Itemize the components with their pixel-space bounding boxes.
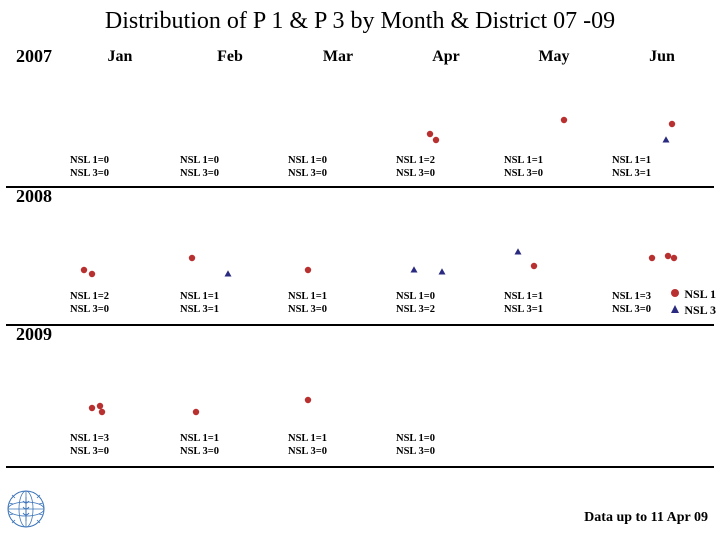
stat-nsl3: NSL 3=0 — [396, 445, 496, 458]
stats-cell: NSL 1=0NSL 3=0 — [288, 154, 388, 180]
stat-nsl1: NSL 1=0 — [70, 154, 170, 167]
stats-cell: NSL 1=2NSL 3=0 — [396, 154, 496, 180]
stat-nsl3: NSL 3=0 — [70, 167, 170, 180]
year-label: 2007 — [16, 46, 52, 67]
plot-cell — [70, 80, 170, 140]
plot-cell — [396, 80, 496, 140]
legend: NSL 1NSL 3 — [670, 286, 716, 318]
row-divider — [6, 324, 714, 326]
stats-cell: NSL 1=1NSL 3=1 — [612, 154, 712, 180]
stat-nsl1: NSL 1=1 — [288, 290, 388, 303]
stat-nsl1: NSL 1=1 — [180, 432, 280, 445]
stat-nsl3: NSL 3=0 — [70, 445, 170, 458]
data-cutoff-note: Data up to 11 Apr 09 — [584, 510, 708, 526]
stats-cell: NSL 1=0NSL 3=0 — [70, 154, 170, 180]
month-header: Jun — [612, 48, 712, 66]
stat-nsl1: NSL 1=1 — [504, 154, 604, 167]
plot-cell — [504, 80, 604, 140]
plot-cell — [180, 80, 280, 140]
row-divider — [6, 186, 714, 188]
stats-cell: NSL 1=0NSL 3=2 — [396, 290, 496, 316]
year-label: 2009 — [16, 324, 52, 345]
stats-cell: NSL 1=1NSL 3=1 — [504, 290, 604, 316]
plot-cell — [288, 216, 388, 276]
stat-nsl3: NSL 3=0 — [288, 303, 388, 316]
stat-nsl1: NSL 1=0 — [396, 290, 496, 303]
stat-nsl1: NSL 1=3 — [70, 432, 170, 445]
stats-cell: NSL 1=1NSL 3=0 — [180, 432, 280, 458]
stat-nsl1: NSL 1=1 — [504, 290, 604, 303]
legend-item: NSL 3 — [670, 302, 716, 318]
stats-cell: NSL 1=0NSL 3=0 — [396, 432, 496, 458]
plot-cell — [396, 216, 496, 276]
legend-label: NSL 1 — [684, 287, 716, 302]
triangle-icon — [670, 303, 680, 318]
stats-cell: NSL 1=1NSL 3=0 — [504, 154, 604, 180]
stat-nsl1: NSL 1=1 — [612, 154, 712, 167]
stats-cell: NSL 1=1NSL 3=1 — [180, 290, 280, 316]
stat-nsl3: NSL 3=0 — [180, 167, 280, 180]
plot-cell — [70, 358, 170, 418]
plot-cell — [180, 358, 280, 418]
stats-cell: NSL 1=2NSL 3=0 — [70, 290, 170, 316]
plot-cell — [288, 358, 388, 418]
stats-cell: NSL 1=3NSL 3=0 — [70, 432, 170, 458]
plot-cell — [180, 216, 280, 276]
stat-nsl3: NSL 3=1 — [504, 303, 604, 316]
stat-nsl3: NSL 3=1 — [612, 167, 712, 180]
stat-nsl1: NSL 1=0 — [288, 154, 388, 167]
stat-nsl1: NSL 1=0 — [180, 154, 280, 167]
stat-nsl1: NSL 1=2 — [70, 290, 170, 303]
month-header: May — [504, 48, 604, 66]
stats-cell: NSL 1=1NSL 3=0 — [288, 432, 388, 458]
circle-icon — [670, 287, 680, 302]
stat-nsl1: NSL 1=0 — [396, 432, 496, 445]
stat-nsl3: NSL 3=2 — [396, 303, 496, 316]
stat-nsl1: NSL 1=1 — [288, 432, 388, 445]
month-header: Jan — [70, 48, 170, 66]
plot-cell — [288, 80, 388, 140]
stat-nsl3: NSL 3=0 — [504, 167, 604, 180]
who-logo — [6, 489, 46, 534]
legend-item: NSL 1 — [670, 286, 716, 302]
stat-nsl3: NSL 3=1 — [180, 303, 280, 316]
legend-label: NSL 3 — [684, 303, 716, 318]
plot-cell — [504, 216, 604, 276]
plot-cell — [396, 358, 496, 418]
page-title: Distribution of P 1 & P 3 by Month & Dis… — [0, 0, 720, 35]
stats-cell: NSL 1=0NSL 3=0 — [180, 154, 280, 180]
month-header: Mar — [288, 48, 388, 66]
stats-cell: NSL 1=1NSL 3=0 — [288, 290, 388, 316]
stat-nsl3: NSL 3=0 — [396, 167, 496, 180]
plot-cell — [70, 216, 170, 276]
stat-nsl3: NSL 3=0 — [180, 445, 280, 458]
plot-cell — [612, 80, 712, 140]
stat-nsl3: NSL 3=0 — [70, 303, 170, 316]
stat-nsl1: NSL 1=1 — [180, 290, 280, 303]
month-header: Apr — [396, 48, 496, 66]
stat-nsl3: NSL 3=0 — [288, 167, 388, 180]
row-divider — [6, 466, 714, 468]
month-header: Feb — [180, 48, 280, 66]
stat-nsl3: NSL 3=0 — [288, 445, 388, 458]
year-label: 2008 — [16, 186, 52, 207]
plot-cell — [612, 216, 712, 276]
stat-nsl1: NSL 1=2 — [396, 154, 496, 167]
